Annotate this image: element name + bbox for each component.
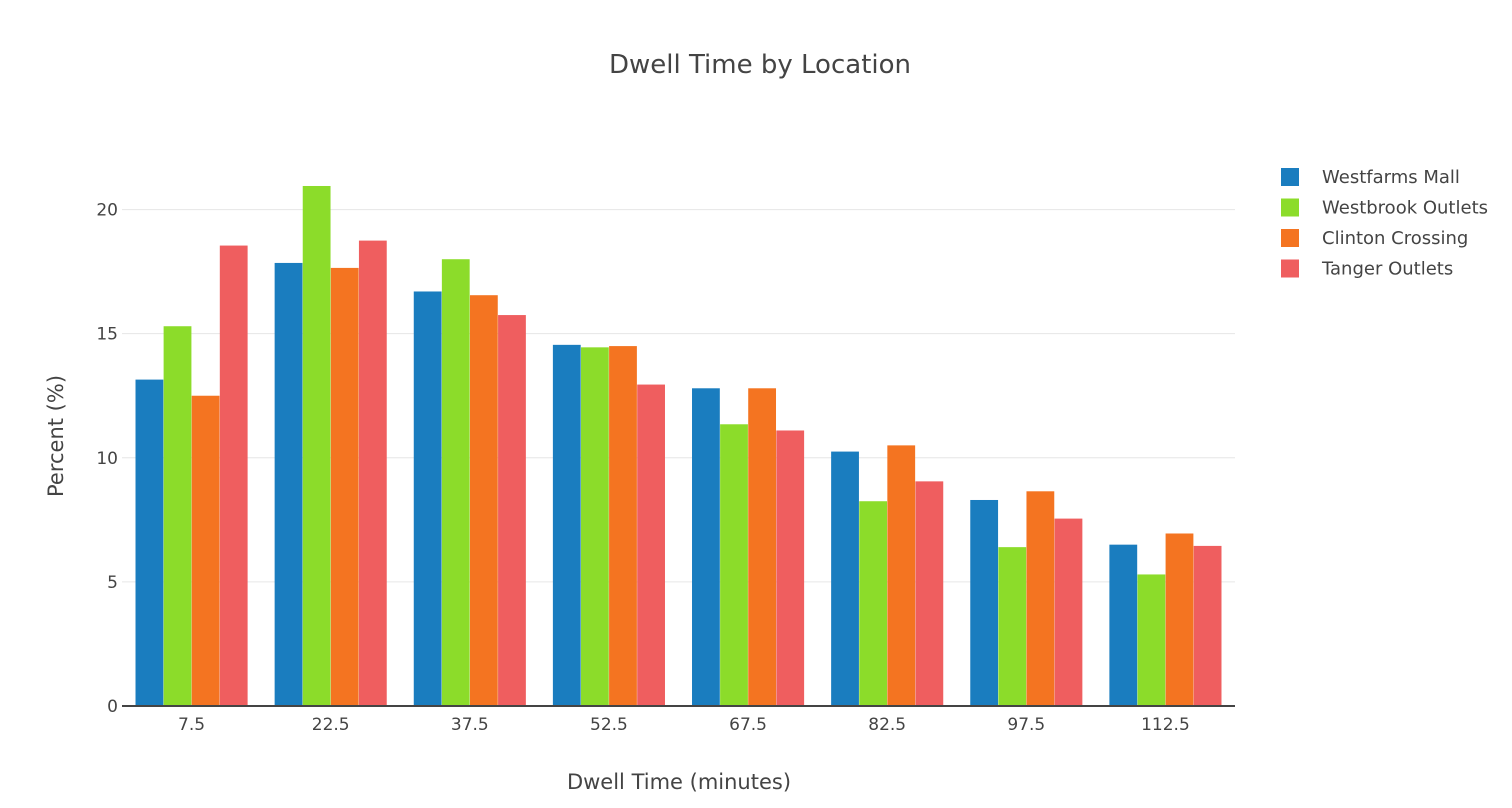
bars [135, 185, 1222, 707]
bar[interactable] [859, 501, 888, 706]
bar[interactable] [1054, 518, 1083, 706]
bar[interactable] [887, 445, 916, 706]
bar[interactable] [219, 245, 248, 706]
bar[interactable] [1109, 544, 1138, 706]
bar[interactable] [330, 267, 359, 706]
legend-label: Westbrook Outlets [1322, 198, 1488, 219]
legend-label: Clinton Crossing [1322, 228, 1468, 249]
y-tick-label: 20 [96, 201, 118, 221]
chart-title: Dwell Time by Location [609, 50, 911, 80]
y-tick-label: 10 [96, 449, 118, 469]
legend-item[interactable]: Clinton Crossing [1281, 228, 1468, 249]
bar[interactable] [358, 240, 387, 707]
bar[interactable] [720, 424, 748, 706]
bar[interactable] [552, 344, 581, 706]
bar[interactable] [274, 262, 303, 706]
x-tick-label: 7.5 [178, 715, 205, 735]
y-axis-title: Percent (%) [44, 375, 68, 497]
y-tick-label: 15 [96, 325, 118, 345]
legend-item[interactable]: Westbrook Outlets [1281, 198, 1488, 219]
legend-item[interactable]: Westfarms Mall [1281, 167, 1460, 188]
legend-label: Tanger Outlets [1321, 259, 1453, 280]
x-tick-label: 97.5 [1007, 715, 1045, 735]
x-tick-label: 82.5 [868, 715, 906, 735]
x-tick-label: 67.5 [729, 715, 767, 735]
legend-label: Westfarms Mall [1322, 167, 1460, 188]
x-tick-label: 112.5 [1141, 715, 1190, 735]
x-tick-label: 52.5 [590, 715, 628, 735]
x-tick-label: 22.5 [312, 715, 350, 735]
bar[interactable] [498, 315, 526, 706]
legend[interactable]: Westfarms Mall Westbrook Outlets Clinton C… [1281, 167, 1488, 280]
bar[interactable] [998, 547, 1027, 706]
bar[interactable] [637, 384, 665, 706]
bar[interactable] [831, 451, 859, 706]
bar[interactable] [441, 259, 470, 706]
y-axis-ticks: 0 5 10 15 20 [96, 201, 118, 717]
bar[interactable] [776, 430, 805, 706]
bar[interactable] [1137, 574, 1166, 706]
bar[interactable] [609, 346, 637, 706]
bar[interactable] [692, 388, 720, 706]
bar[interactable] [580, 347, 609, 706]
bar[interactable] [1193, 545, 1222, 706]
x-axis-ticks: 7.5 22.5 37.5 52.5 67.5 82.5 97.5 112.5 [178, 715, 1190, 735]
bar[interactable] [970, 499, 999, 706]
legend-item[interactable]: Tanger Outlets [1281, 259, 1453, 280]
legend-swatch [1281, 229, 1299, 247]
bar[interactable] [469, 295, 498, 706]
bar[interactable] [915, 481, 944, 706]
y-tick-label: 5 [107, 573, 118, 593]
bar[interactable] [135, 379, 164, 706]
bar[interactable] [302, 185, 331, 706]
legend-swatch [1281, 198, 1299, 217]
bar[interactable] [748, 388, 777, 706]
bar[interactable] [163, 326, 192, 706]
x-axis-title: Dwell Time (minutes) [567, 770, 791, 794]
bar[interactable] [1026, 491, 1055, 706]
x-tick-label: 37.5 [451, 715, 489, 735]
legend-swatch [1281, 168, 1299, 186]
bar[interactable] [1165, 533, 1194, 706]
bar[interactable] [413, 291, 442, 706]
bar[interactable] [191, 395, 220, 706]
y-tick-label: 0 [107, 697, 118, 717]
legend-swatch [1281, 259, 1299, 278]
